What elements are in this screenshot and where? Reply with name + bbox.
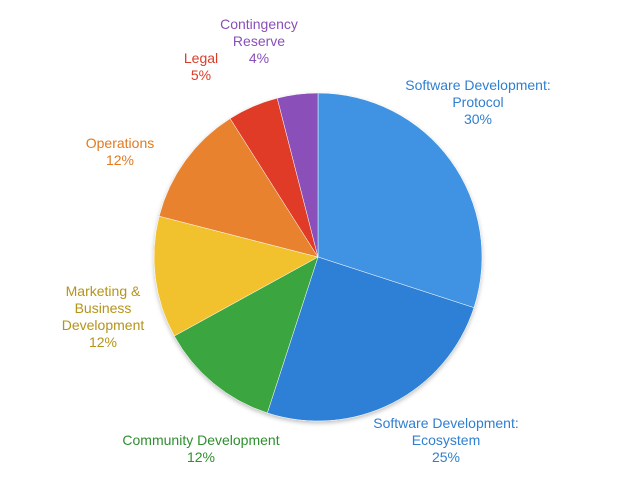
slice-label-text: Business xyxy=(74,300,132,316)
pie-slice-marketing-business-development xyxy=(153,215,319,337)
slice-label-text: Marketing & xyxy=(65,283,141,299)
slice-label-software-protocol: Software Development: Protocol 30% xyxy=(405,77,551,128)
slice-percent: 4% xyxy=(248,50,270,66)
slice-percent: 12% xyxy=(88,334,118,350)
slice-percent: 25% xyxy=(431,449,461,465)
slice-percent: 12% xyxy=(186,449,216,465)
slice-label-text: Operations xyxy=(85,135,155,151)
pie-slice-software-development-protocol xyxy=(317,92,483,308)
slice-label-text: Protocol xyxy=(452,94,504,110)
slice-label-text: Contingency xyxy=(220,16,298,32)
pie-slice-contingency-reserve xyxy=(276,92,319,258)
pie-slice-operations xyxy=(158,118,319,258)
pie-slice-software-development-ecosystem xyxy=(267,256,475,422)
slice-label-legal: Legal 5% xyxy=(184,50,218,84)
slice-label-text: Ecosystem xyxy=(411,432,481,448)
slice-label-text: Legal xyxy=(183,50,219,66)
slice-label-text: Community Development xyxy=(122,432,280,448)
slice-label-operations: Operations 12% xyxy=(86,135,154,169)
slice-label-text: Reserve xyxy=(232,33,286,49)
slice-percent: 30% xyxy=(463,111,493,127)
slice-label-text: Development xyxy=(61,317,145,333)
slice-percent: 5% xyxy=(190,67,212,83)
slice-label-text: Software Development: xyxy=(373,415,519,431)
slice-label-community-development: Community Development 12% xyxy=(122,432,279,466)
slice-percent: 12% xyxy=(105,152,135,168)
slice-label-text: Software Development: xyxy=(405,77,551,93)
slice-label-marketing: Marketing & Business Development 12% xyxy=(62,283,145,351)
slice-label-software-ecosystem: Software Development: Ecosystem 25% xyxy=(373,415,519,466)
slice-label-contingency-reserve: Contingency Reserve 4% xyxy=(220,16,298,67)
pie-slice-community-development xyxy=(173,256,319,414)
